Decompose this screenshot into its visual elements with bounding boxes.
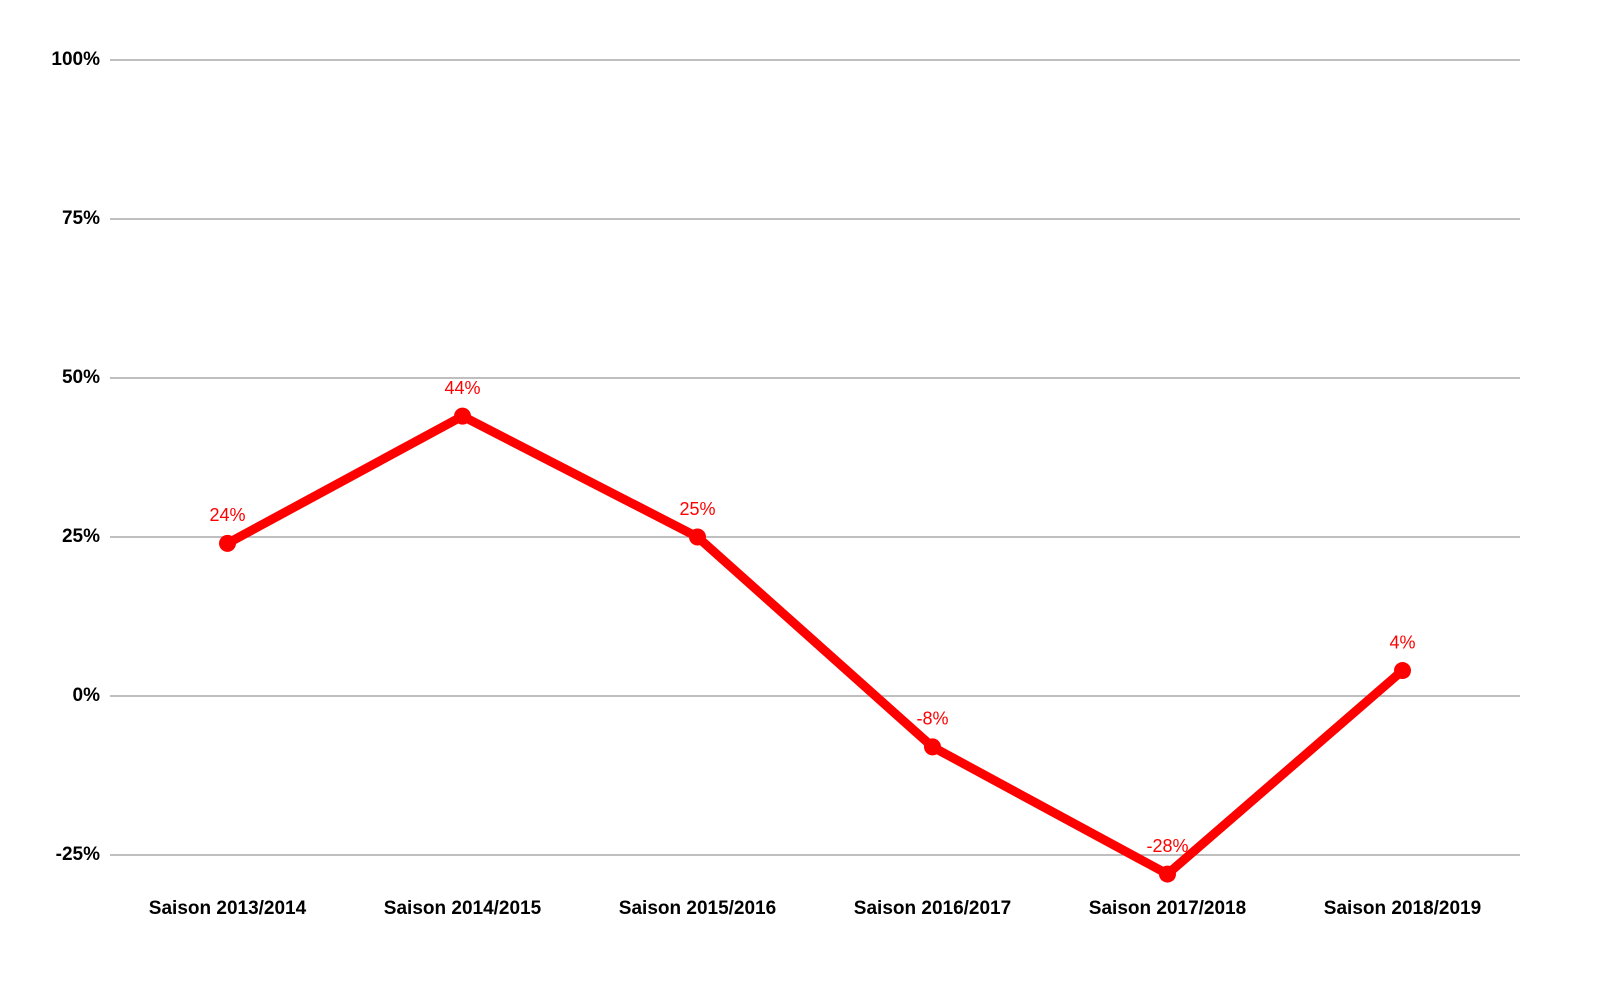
value-label: -8%: [916, 709, 948, 729]
x-tick-label: Saison 2014/2015: [384, 898, 542, 919]
point: [1394, 662, 1411, 680]
point: [924, 738, 941, 756]
point: [1159, 865, 1176, 883]
value-label: -28%: [1146, 836, 1188, 856]
x-tick-label: Saison 2018/2019: [1324, 898, 1481, 919]
point: [689, 528, 706, 546]
y-tick-label: 0%: [73, 685, 101, 706]
value-label: 24%: [209, 505, 245, 525]
point: [454, 407, 471, 425]
value-label: 4%: [1389, 632, 1415, 652]
y-tick-label: 75%: [62, 208, 100, 229]
y-tick-label: 25%: [62, 526, 100, 547]
x-tick-label: Saison 2016/2017: [854, 898, 1011, 919]
line: [225, 411, 1406, 879]
value-label: 25%: [679, 499, 715, 519]
value-label: 44%: [444, 378, 480, 398]
x-tick-label: Saison 2015/2016: [619, 898, 776, 919]
y-tick-label: 50%: [62, 367, 100, 388]
point: [219, 534, 236, 552]
x-tick-label: Saison 2017/2018: [1089, 898, 1246, 919]
y-tick-label: 100%: [51, 49, 100, 70]
y-tick-label: -25%: [56, 844, 100, 865]
x-tick-label: Saison 2013/2014: [149, 898, 307, 919]
